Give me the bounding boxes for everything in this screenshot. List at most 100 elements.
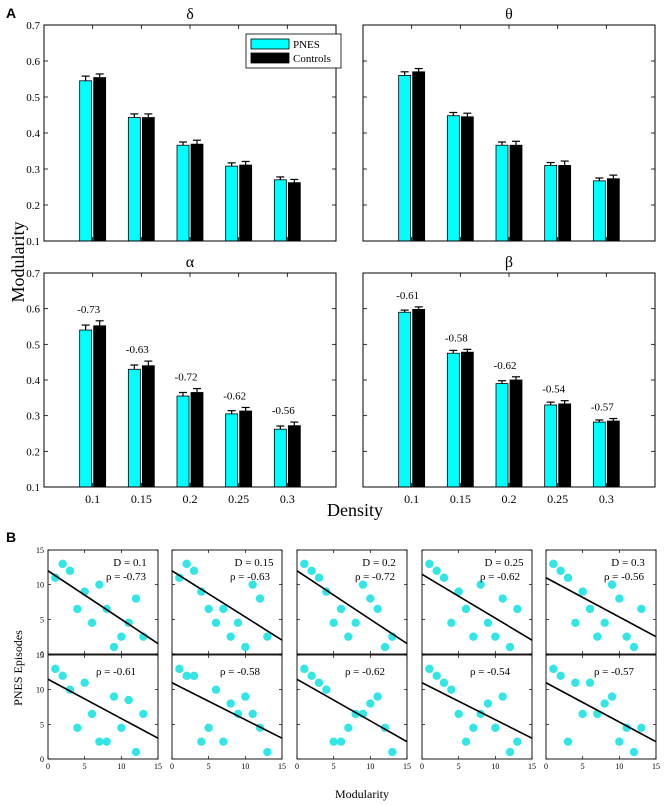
y-tick-label: 10 bbox=[36, 581, 44, 590]
scatter-point bbox=[117, 632, 126, 641]
scatter-point bbox=[344, 632, 353, 641]
bar-controls bbox=[190, 143, 204, 242]
bar-pnes bbox=[592, 421, 606, 488]
bar-controls bbox=[509, 379, 523, 488]
scatter-point bbox=[578, 709, 587, 719]
correlation-label: -0.73 bbox=[77, 304, 100, 316]
correlation-label: -0.57 bbox=[591, 402, 614, 414]
bar-controls bbox=[141, 117, 155, 242]
x-tick-label: 15 bbox=[154, 762, 162, 771]
scatter-point bbox=[637, 723, 646, 732]
x-tick-label: 0.3 bbox=[280, 492, 295, 506]
legend-pnes-swatch bbox=[250, 38, 290, 50]
scatter-point bbox=[600, 618, 609, 627]
scatter-point bbox=[139, 709, 148, 719]
bar-pnes bbox=[176, 395, 190, 488]
scatter-point bbox=[314, 573, 324, 582]
scatter-point bbox=[366, 594, 375, 603]
scatter-point bbox=[204, 604, 213, 614]
y-tick-label: 0.5 bbox=[26, 92, 40, 104]
scatter-point bbox=[388, 747, 397, 757]
scatter-point bbox=[607, 692, 617, 701]
bar-chart-4: β 0.1 -0.61 0.15 -0.58 0.2 -0.62 0.25 -0.54 0.3 -0… bbox=[362, 254, 656, 506]
scatter-point bbox=[233, 709, 243, 719]
scatter-point bbox=[469, 723, 478, 732]
a-y-axis-label: Modularity bbox=[8, 222, 28, 303]
x-tick-label: 0 bbox=[170, 762, 174, 771]
regression-line bbox=[545, 682, 657, 743]
scatter-point bbox=[491, 723, 500, 732]
scatter-point bbox=[131, 594, 141, 603]
bar-pnes bbox=[592, 180, 606, 242]
scatter-point bbox=[571, 618, 580, 627]
bar-charts: δ 0.1 0.2 0.3 0.4 0.5 0.6 0.7 θ α 0.1 0.2 0.3 0.4 0.5 0… bbox=[26, 6, 656, 506]
rho-label: ρ = -0.57 bbox=[594, 666, 635, 678]
bar-pnes bbox=[398, 75, 412, 242]
scatter-point bbox=[300, 664, 309, 674]
scatter-point bbox=[358, 580, 368, 589]
scatter-point bbox=[505, 642, 515, 652]
y-tick-label: 0.6 bbox=[26, 56, 40, 68]
bar-pnes bbox=[495, 144, 509, 242]
scatter-point bbox=[131, 747, 141, 757]
scatter-point bbox=[58, 671, 67, 680]
bar-controls bbox=[460, 351, 474, 488]
scatter-panel-10: 0 5 10 15 ρ = -0.57 bbox=[544, 654, 660, 771]
bar-pnes bbox=[273, 428, 287, 488]
scatter-point bbox=[241, 692, 250, 701]
scatter-point bbox=[314, 678, 324, 687]
scatter-point bbox=[329, 737, 338, 746]
scatter-point bbox=[615, 737, 624, 746]
bar-controls bbox=[287, 182, 301, 242]
bar-controls bbox=[190, 392, 204, 488]
y-tick-label: 0 bbox=[40, 755, 44, 764]
y-tick-label: 0 bbox=[40, 650, 44, 659]
x-tick-label: 0 bbox=[46, 762, 50, 771]
scatter-point bbox=[58, 559, 67, 569]
scatter-point bbox=[578, 587, 587, 596]
correlation-label: -0.54 bbox=[542, 384, 565, 396]
bar-controls bbox=[606, 178, 620, 242]
legend-pnes-label: PNES bbox=[293, 39, 320, 51]
plot-frame bbox=[296, 549, 408, 655]
regression-line bbox=[296, 678, 408, 743]
scatter-point bbox=[226, 632, 235, 641]
correlation-label: -0.72 bbox=[175, 372, 198, 384]
scatter-point bbox=[263, 747, 272, 757]
chart-title: α bbox=[186, 254, 195, 271]
regression-line bbox=[171, 570, 283, 641]
chart-title: β bbox=[505, 254, 513, 271]
scatter-point bbox=[491, 632, 500, 641]
scatter-point bbox=[248, 709, 257, 719]
chart-title: θ bbox=[505, 6, 513, 23]
scatter-point bbox=[248, 580, 257, 589]
scatter-point bbox=[432, 671, 441, 680]
scatter-point bbox=[182, 559, 191, 569]
x-tick-label: 0.15 bbox=[450, 492, 471, 506]
y-tick-label: 10 bbox=[36, 686, 44, 695]
scatter-point bbox=[211, 685, 221, 694]
plot-frame bbox=[421, 549, 533, 655]
scatter-point bbox=[197, 587, 206, 596]
rho-label: ρ = -0.62 bbox=[480, 571, 520, 583]
scatter-point bbox=[571, 678, 580, 687]
scatter-point bbox=[87, 618, 97, 627]
scatter-point bbox=[351, 618, 360, 627]
panel-a-letter: A bbox=[6, 5, 16, 21]
x-tick-label: 15 bbox=[528, 762, 536, 771]
scatter-point bbox=[307, 671, 316, 680]
x-tick-label: 5 bbox=[207, 762, 211, 771]
y-tick-label: 5 bbox=[40, 720, 44, 729]
scatter-point bbox=[454, 587, 463, 596]
correlation-label: -0.62 bbox=[494, 360, 517, 372]
a-x-axis-label: Density bbox=[327, 500, 383, 520]
rho-label: ρ = -0.54 bbox=[470, 666, 511, 678]
scatter-panel-5: D = 0.3 ρ = -0.56 bbox=[545, 549, 657, 655]
rho-label: ρ = -0.73 bbox=[106, 571, 147, 583]
scatter-point bbox=[233, 618, 243, 627]
scatter-point bbox=[622, 632, 631, 641]
scatter-point bbox=[498, 692, 507, 701]
scatter-point bbox=[109, 642, 119, 652]
